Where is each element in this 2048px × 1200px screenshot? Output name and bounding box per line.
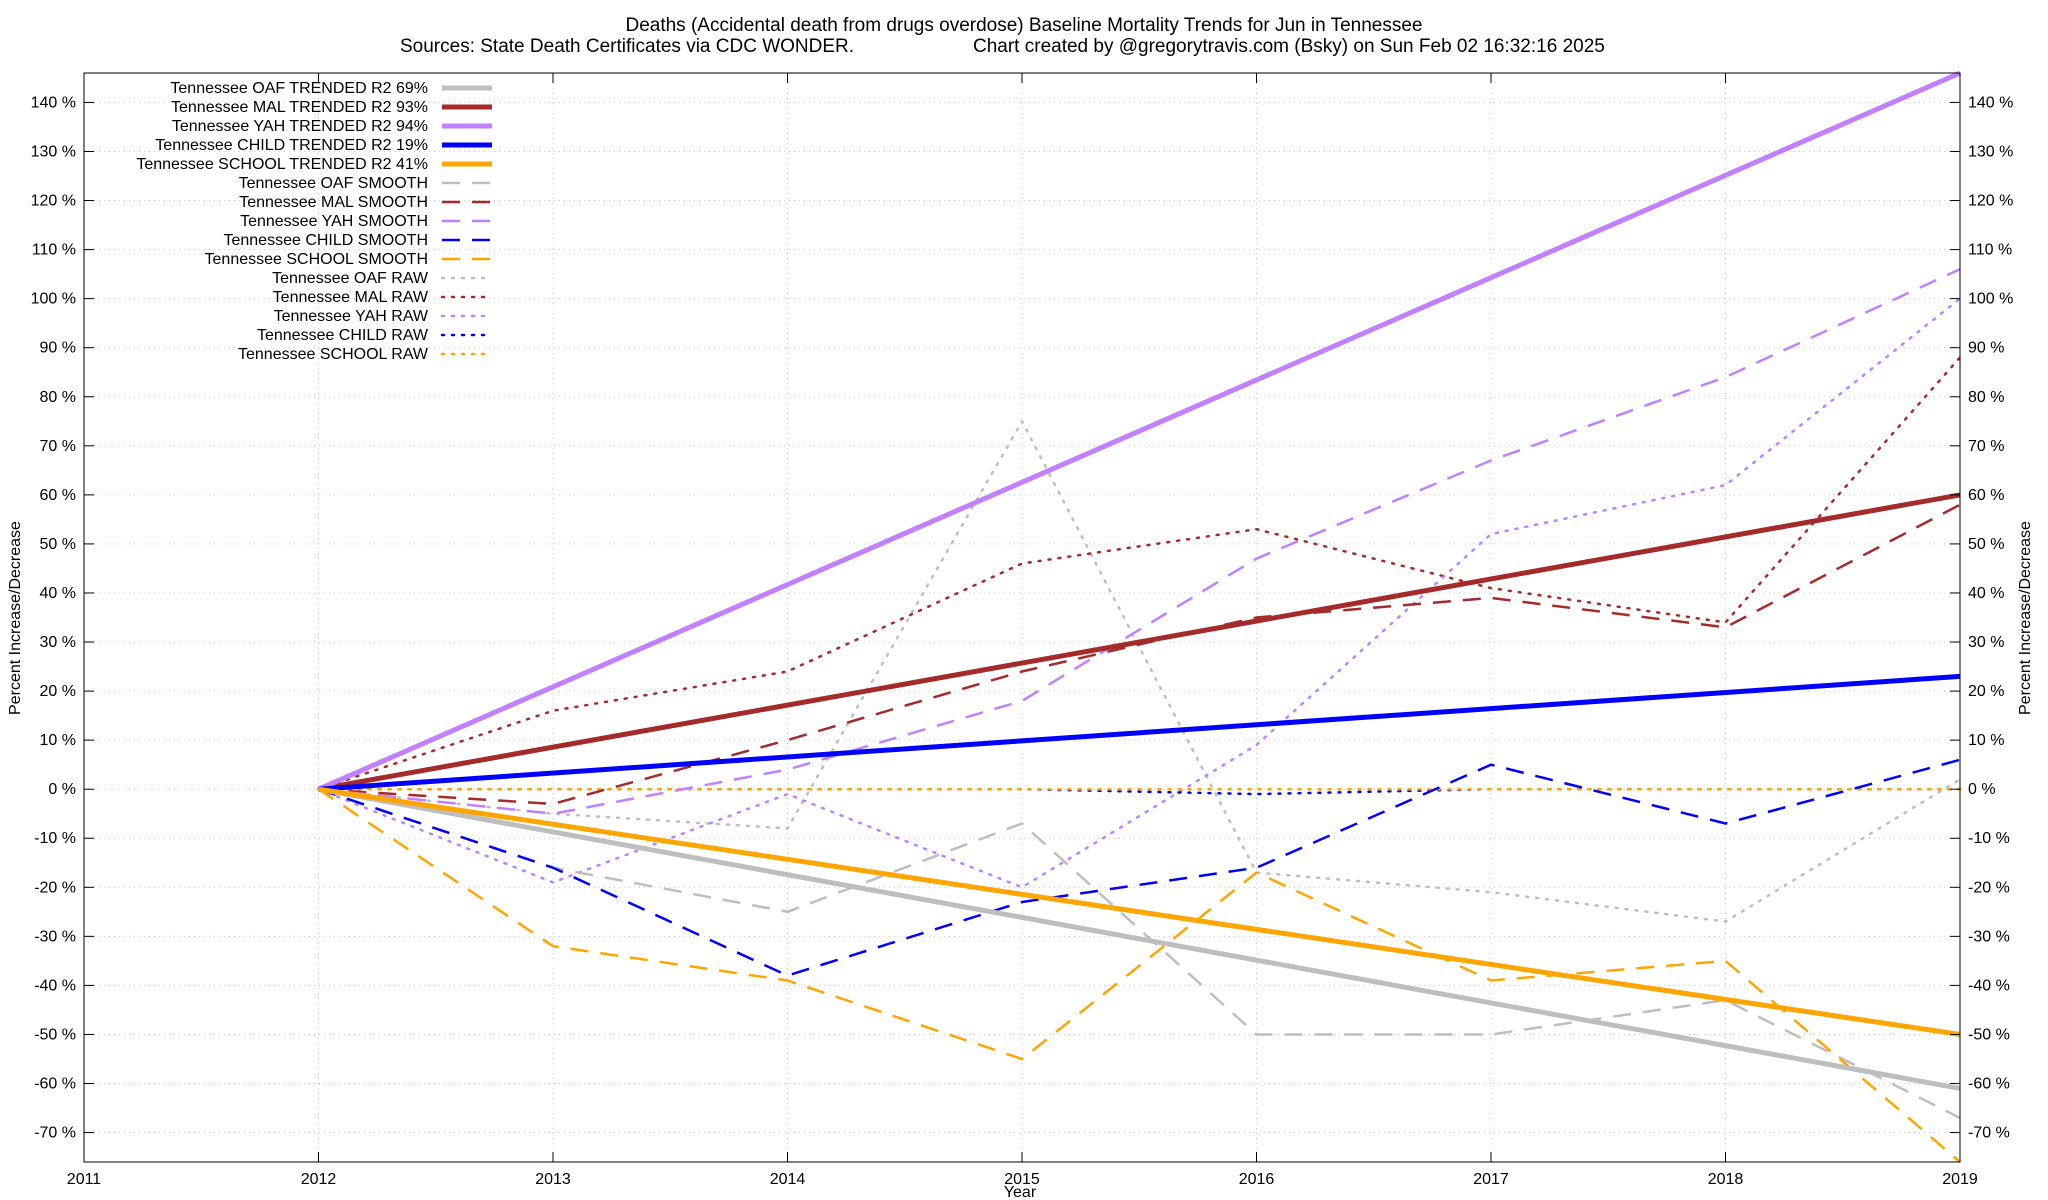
y-tick-label-right: 0 %: [1968, 781, 1996, 798]
y-tick-label-right: -30 %: [1968, 928, 2010, 945]
x-tick-label: 2014: [770, 1171, 806, 1188]
series-line-13: [317, 787, 1962, 796]
y-tick-label-right: 80 %: [1968, 389, 2004, 406]
y-tick-label-left: 20 %: [40, 683, 76, 700]
chart-subtitle-left: Sources: State Death Certificates via CD…: [400, 36, 854, 57]
x-tick-label: 2016: [1239, 1171, 1275, 1188]
legend-label: Tennessee OAF SMOOTH: [239, 175, 428, 192]
y-tick-label-left: 0 %: [48, 781, 76, 798]
y-tick-label-left: 130 %: [31, 143, 76, 160]
series-line-5: [318, 788, 1961, 1120]
series-layer: [317, 70, 1962, 1163]
x-tick-label: 2013: [535, 1171, 571, 1188]
y-tick-label-left: 90 %: [40, 340, 76, 357]
y-tick-label-left: -60 %: [34, 1076, 76, 1093]
legend-label: Tennessee CHILD TRENDED R2 19%: [155, 137, 428, 154]
y-axis-label-right: Percent Increase/Decrease: [2017, 521, 2034, 715]
y-tick-label-right: 120 %: [1968, 193, 2013, 210]
y-tick-label-left: 70 %: [40, 438, 76, 455]
x-tick-label: 2012: [301, 1171, 337, 1188]
y-tick-label-left: -50 %: [34, 1026, 76, 1043]
series-line-10: [317, 420, 1962, 923]
y-tick-label-left: 30 %: [40, 634, 76, 651]
series-line-2: [317, 70, 1961, 792]
ticks: -70 % -70 % -60 % -60 % -50 % -50 % -40 % -40 %…: [31, 73, 2013, 1188]
chart-title: Deaths (Accidental death from drugs over…: [625, 15, 1422, 36]
y-tick-label-right: -40 %: [1968, 977, 2010, 994]
series-line-12: [317, 297, 1962, 889]
y-tick-label-right: -50 %: [1968, 1026, 2010, 1043]
y-tick-label-left: -40 %: [34, 977, 76, 994]
x-tick-label: 2015: [1004, 1171, 1040, 1188]
y-tick-label-right: 30 %: [1968, 634, 2004, 651]
legend-label: Tennessee MAL TRENDED R2 93%: [171, 99, 428, 116]
y-tick-label-right: 90 %: [1968, 340, 2004, 357]
legend-label: Tennessee OAF RAW: [272, 270, 429, 287]
y-tick-label-right: -70 %: [1968, 1125, 2010, 1142]
legend-label: Tennessee CHILD RAW: [257, 327, 429, 344]
y-tick-label-left: 110 %: [32, 242, 76, 259]
series-line-11: [317, 356, 1962, 791]
y-tick-label-right: 10 %: [1968, 732, 2004, 749]
y-tick-label-left: -10 %: [34, 830, 76, 847]
y-tick-label-left: 140 %: [31, 94, 76, 111]
x-tick-label: 2018: [1708, 1171, 1744, 1188]
legend-label: Tennessee YAH TRENDED R2 94%: [172, 118, 428, 135]
series-line-4: [318, 786, 1961, 1037]
y-tick-label-right: -20 %: [1968, 879, 2010, 896]
y-tick-label-right: 100 %: [1968, 291, 2013, 308]
y-tick-label-right: 20 %: [1968, 683, 2004, 700]
legend-label: Tennessee SCHOOL RAW: [238, 346, 429, 363]
y-tick-label-left: 80 %: [40, 389, 76, 406]
y-tick-label-left: 40 %: [40, 585, 76, 602]
y-tick-label-left: -30 %: [34, 928, 76, 945]
series-line-1: [318, 492, 1961, 792]
y-tick-label-right: 140 %: [1968, 94, 2013, 111]
series-line-7: [318, 268, 1961, 815]
y-tick-label-left: -20 %: [34, 879, 76, 896]
y-tick-label-right: 110 %: [1968, 242, 2012, 259]
chart-subtitle-right: Chart created by @gregorytravis.com (Bsk…: [973, 36, 1605, 57]
legend-label: Tennessee CHILD SMOOTH: [223, 232, 428, 249]
y-tick-label-right: 70 %: [1968, 438, 2004, 455]
series-line-9: [317, 788, 1961, 1163]
legend-label: Tennessee MAL SMOOTH: [239, 194, 428, 211]
series-line-8: [318, 758, 1961, 977]
series-line-3: [318, 673, 1961, 792]
y-tick-label-left: 50 %: [40, 536, 76, 553]
x-tick-label: 2017: [1473, 1171, 1509, 1188]
x-tick-label: 2011: [67, 1171, 102, 1188]
legend-label: Tennessee SCHOOL TRENDED R2 41%: [136, 156, 428, 173]
y-tick-label-right: -60 %: [1968, 1076, 2010, 1093]
legend-label: Tennessee YAH RAW: [274, 308, 429, 325]
legend-label: Tennessee OAF TRENDED R2 69%: [170, 80, 428, 97]
legend: Tennessee OAF TRENDED R2 69% Tennessee MA…: [136, 80, 494, 363]
y-tick-label-left: 120 %: [31, 193, 76, 210]
y-tick-label-left: 10 %: [40, 732, 76, 749]
y-tick-label-left: 100 %: [31, 291, 76, 308]
x-tick-label: 2019: [1942, 1171, 1978, 1188]
y-tick-label-right: 130 %: [1968, 143, 2013, 160]
y-tick-label-right: 60 %: [1968, 487, 2004, 504]
y-tick-label-right: 40 %: [1968, 585, 2004, 602]
y-tick-label-left: -70 %: [34, 1125, 76, 1142]
y-tick-label-left: 60 %: [40, 487, 76, 504]
x-axis-label: Year: [1004, 1184, 1037, 1200]
y-axis-label-left: Percent Increase/Decrease: [7, 521, 24, 715]
legend-label: Tennessee YAH SMOOTH: [240, 213, 428, 230]
y-tick-label-right: 50 %: [1968, 536, 2004, 553]
y-tick-label-right: -10 %: [1968, 830, 2010, 847]
legend-label: Tennessee MAL RAW: [273, 289, 429, 306]
legend-label: Tennessee SCHOOL SMOOTH: [205, 251, 428, 268]
series-line-0: [318, 786, 1961, 1091]
